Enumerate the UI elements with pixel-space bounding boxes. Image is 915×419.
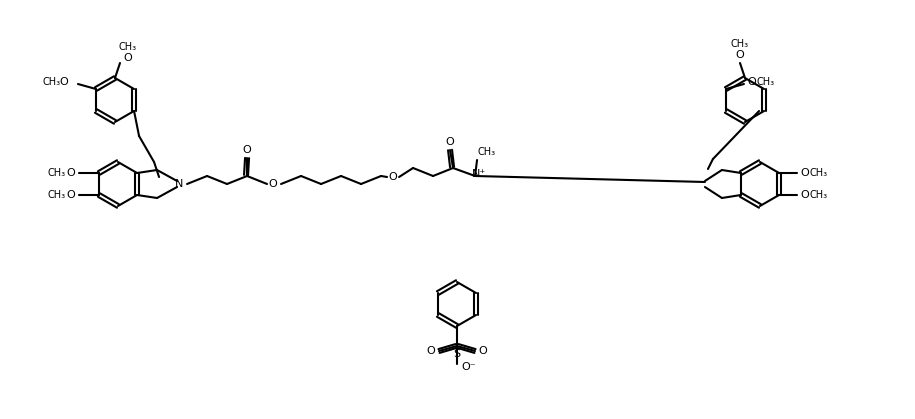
- Text: CH₃: CH₃: [478, 147, 496, 157]
- Text: O: O: [426, 346, 436, 356]
- Text: CH₃: CH₃: [810, 168, 828, 178]
- Text: O: O: [479, 346, 488, 356]
- Text: O⁻: O⁻: [462, 362, 477, 372]
- Text: O: O: [67, 190, 75, 200]
- Text: CH₃: CH₃: [48, 190, 66, 200]
- Text: CH₃: CH₃: [43, 77, 61, 87]
- Text: O: O: [59, 77, 69, 87]
- Text: CH₃: CH₃: [810, 190, 828, 200]
- Text: O: O: [801, 168, 810, 178]
- Text: CH₃: CH₃: [731, 39, 749, 49]
- Text: O: O: [736, 50, 745, 60]
- Text: CH₃: CH₃: [48, 168, 66, 178]
- Text: S: S: [454, 349, 460, 359]
- Text: CH₃: CH₃: [757, 77, 775, 87]
- Text: CH₃: CH₃: [119, 42, 137, 52]
- Text: O: O: [67, 168, 75, 178]
- Text: N: N: [175, 179, 183, 189]
- Text: O: O: [124, 53, 133, 63]
- Text: O: O: [801, 190, 810, 200]
- Text: N⁺: N⁺: [472, 169, 486, 179]
- Text: O: O: [748, 77, 757, 87]
- Text: O: O: [269, 179, 277, 189]
- Text: O: O: [242, 145, 252, 155]
- Text: O: O: [446, 137, 455, 147]
- Text: O: O: [389, 172, 397, 182]
